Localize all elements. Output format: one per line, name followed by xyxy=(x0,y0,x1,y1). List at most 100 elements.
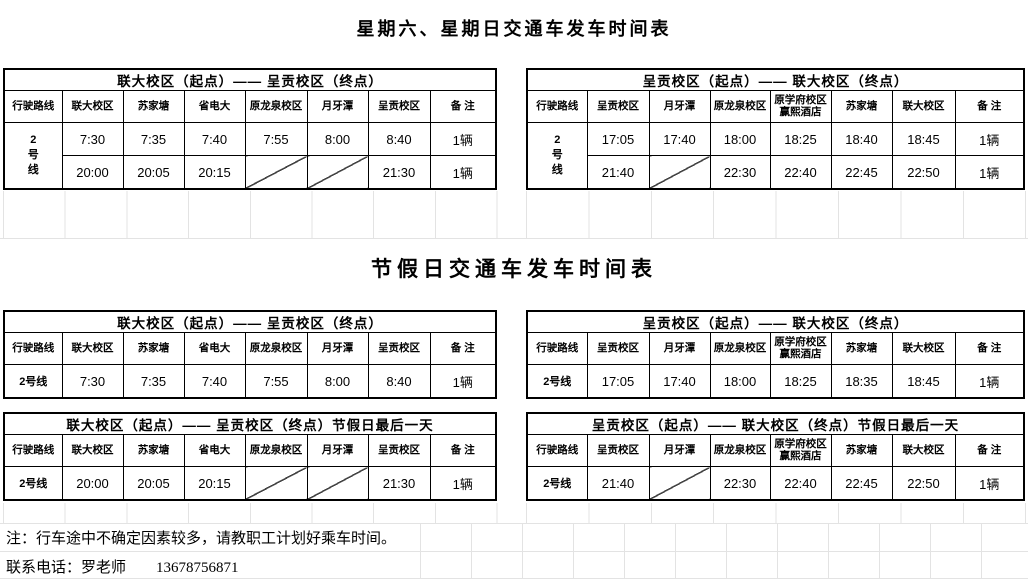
time-cell: 7:30 xyxy=(61,364,124,399)
time-cell: 17:40 xyxy=(648,122,711,156)
route-cell: 2号线 xyxy=(526,122,588,190)
remark-cell: 1辆 xyxy=(429,364,497,399)
remark-cell: 1辆 xyxy=(429,155,497,190)
time-cell: 20:05 xyxy=(122,155,185,190)
background-gridlines xyxy=(3,191,498,238)
col-header-stop: 呈贡校区 xyxy=(367,434,431,467)
remark-cell: 1辆 xyxy=(954,466,1025,501)
background-gridlines xyxy=(3,503,498,523)
skipped-stop-cell xyxy=(244,155,308,190)
holiday-title: 节假日交通车发车时间表 xyxy=(371,257,657,281)
col-header-stop: 联大校区 xyxy=(891,332,956,365)
col-header-stop: 联大校区 xyxy=(61,434,124,467)
time-cell: 18:45 xyxy=(891,364,956,399)
col-header-stop: 联大校区 xyxy=(891,90,956,123)
time-cell: 22:45 xyxy=(830,155,893,190)
col-header-stop: 月牙潭 xyxy=(648,332,711,365)
col-header-stop: 原学府校区 赢熙酒店 xyxy=(769,434,832,467)
time-cell: 17:05 xyxy=(586,364,650,399)
table-band-header: 联大校区（起点）—— 呈贡校区（终点） xyxy=(3,68,497,91)
col-header-route: 行驶路线 xyxy=(526,332,588,365)
col-header-stop: 原龙泉校区 xyxy=(709,332,771,365)
skipped-stop-cell xyxy=(244,466,308,501)
col-header-remark: 备 注 xyxy=(429,90,497,123)
time-cell: 21:30 xyxy=(367,155,431,190)
col-header-remark: 备 注 xyxy=(429,332,497,365)
remark-cell: 1辆 xyxy=(954,122,1025,156)
col-header-stop: 呈贡校区 xyxy=(586,90,650,123)
holiday-left-timetable: 联大校区（起点）—— 呈贡校区（终点） 行驶路线 联大校区 苏家塘 省电大 原龙… xyxy=(3,310,497,399)
time-cell: 22:30 xyxy=(709,466,771,501)
col-header-route: 行驶路线 xyxy=(3,90,63,123)
time-cell: 7:40 xyxy=(183,364,246,399)
col-header-stop: 原学府校区 赢熙酒店 xyxy=(769,332,832,365)
table-band-header: 呈贡校区（起点）—— 联大校区（终点）节假日最后一天 xyxy=(526,412,1025,435)
col-header-stop: 原龙泉校区 xyxy=(709,90,771,123)
skipped-stop-cell xyxy=(306,466,369,501)
col-header-stop: 省电大 xyxy=(183,90,246,123)
remark-cell: 1辆 xyxy=(429,122,497,156)
col-header-route: 行驶路线 xyxy=(526,434,588,467)
col-header-stop: 苏家塘 xyxy=(830,332,893,365)
time-cell: 22:50 xyxy=(891,466,956,501)
background-gridline xyxy=(0,551,1028,552)
table-band-header: 联大校区（起点）—— 呈贡校区（终点） xyxy=(3,310,497,333)
col-header-stop: 月牙潭 xyxy=(306,434,369,467)
col-header-route: 行驶路线 xyxy=(3,332,63,365)
time-cell: 22:45 xyxy=(830,466,893,501)
col-header-stop: 月牙潭 xyxy=(306,90,369,123)
col-header-stop: 呈贡校区 xyxy=(367,90,431,123)
background-gridline xyxy=(0,238,1028,239)
time-cell: 18:35 xyxy=(830,364,893,399)
route-cell: 2号线 xyxy=(3,122,63,190)
time-cell: 18:45 xyxy=(891,122,956,156)
col-header-stop: 月牙潭 xyxy=(648,434,711,467)
col-header-stop: 原龙泉校区 xyxy=(244,434,308,467)
col-header-stop: 月牙潭 xyxy=(648,90,711,123)
weekend-left-timetable: 联大校区（起点）—— 呈贡校区（终点） 行驶路线 联大校区 苏家塘 省电大 原龙… xyxy=(3,68,497,190)
holiday-lastday-right-timetable: 呈贡校区（起点）—— 联大校区（终点）节假日最后一天 行驶路线 呈贡校区 月牙潭… xyxy=(526,412,1025,501)
time-cell: 18:25 xyxy=(769,364,832,399)
time-cell: 7:55 xyxy=(244,364,308,399)
col-header-stop: 省电大 xyxy=(183,434,246,467)
time-cell: 20:15 xyxy=(183,155,246,190)
col-header-stop: 呈贡校区 xyxy=(586,332,650,365)
time-cell: 20:05 xyxy=(122,466,185,501)
time-cell: 7:55 xyxy=(244,122,308,156)
time-cell: 8:00 xyxy=(306,364,369,399)
time-cell: 18:40 xyxy=(830,122,893,156)
time-cell: 21:40 xyxy=(586,466,650,501)
col-header-route: 行驶路线 xyxy=(3,434,63,467)
col-header-remark: 备 注 xyxy=(429,434,497,467)
col-header-stop: 联大校区 xyxy=(61,332,124,365)
holiday-right-timetable: 呈贡校区（起点）—— 联大校区（终点） 行驶路线 呈贡校区 月牙潭 原龙泉校区 … xyxy=(526,310,1025,399)
col-header-stop: 省电大 xyxy=(183,332,246,365)
col-header-route: 行驶路线 xyxy=(526,90,588,123)
skipped-stop-cell xyxy=(648,155,711,190)
col-header-stop: 苏家塘 xyxy=(122,332,185,365)
contact-phone: 13678756871 xyxy=(156,560,239,576)
table-band-header: 呈贡校区（起点）—— 联大校区（终点） xyxy=(526,310,1025,333)
time-cell: 7:30 xyxy=(61,122,124,156)
col-header-stop: 原龙泉校区 xyxy=(244,90,308,123)
col-header-stop: 苏家塘 xyxy=(830,90,893,123)
contact-line: 联系电话：罗老师 13678756871 xyxy=(6,556,239,577)
time-cell: 17:05 xyxy=(586,122,650,156)
col-header-stop: 苏家塘 xyxy=(830,434,893,467)
time-cell: 18:25 xyxy=(769,122,832,156)
time-cell: 8:40 xyxy=(367,122,431,156)
col-header-remark: 备 注 xyxy=(954,90,1025,123)
col-header-stop: 月牙潭 xyxy=(306,332,369,365)
time-cell: 21:40 xyxy=(586,155,650,190)
time-cell: 7:35 xyxy=(122,122,185,156)
time-cell: 20:15 xyxy=(183,466,246,501)
time-cell: 7:40 xyxy=(183,122,246,156)
time-cell: 20:00 xyxy=(61,155,124,190)
col-header-stop: 原龙泉校区 xyxy=(709,434,771,467)
col-header-stop: 呈贡校区 xyxy=(367,332,431,365)
contact-label: 联系电话：罗老师 xyxy=(6,560,127,576)
background-gridlines xyxy=(526,503,1026,523)
route-cell: 2号线 xyxy=(3,466,63,501)
skipped-stop-cell xyxy=(306,155,369,190)
